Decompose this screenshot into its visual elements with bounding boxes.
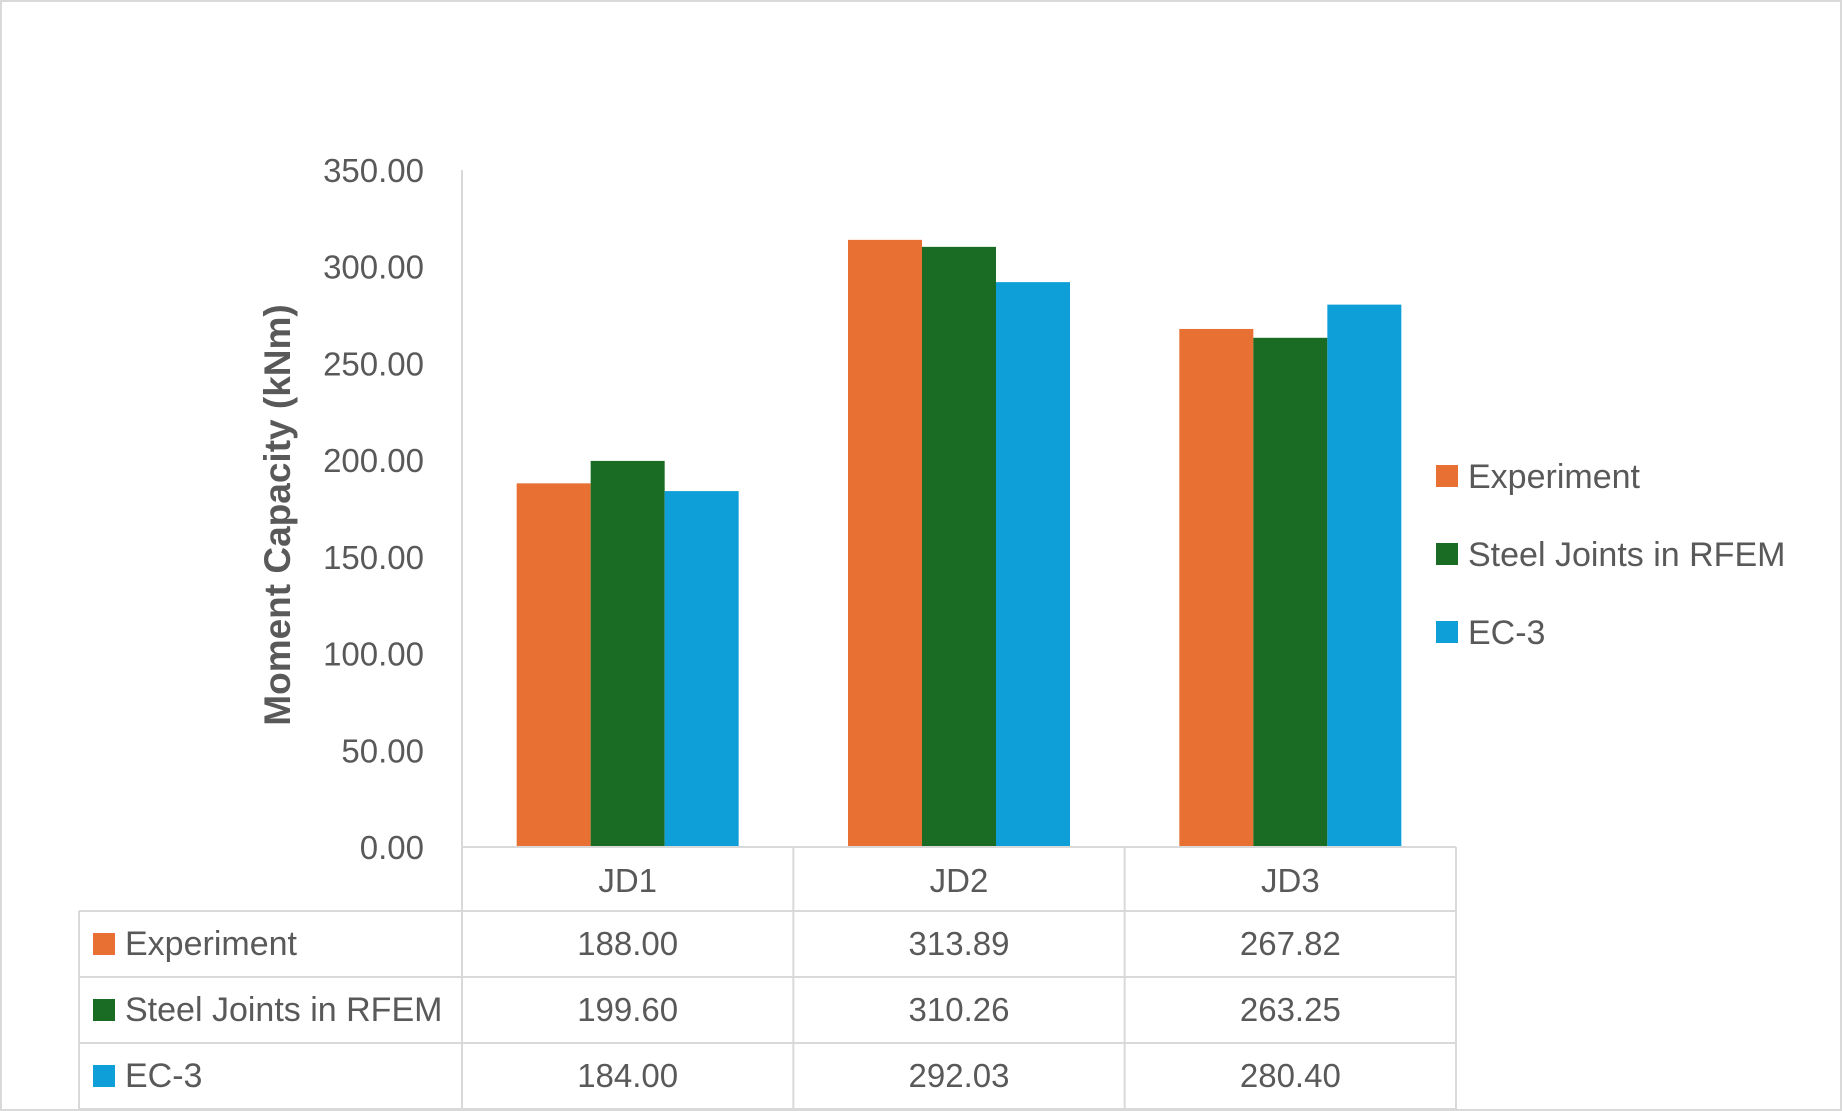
table-value: 310.26 bbox=[909, 991, 1010, 1028]
bar bbox=[996, 282, 1070, 847]
x-category-label: JD1 bbox=[598, 862, 657, 899]
bar bbox=[1327, 304, 1402, 847]
table-series-label: EC-3 bbox=[125, 1057, 202, 1095]
y-tick-label: 250.00 bbox=[323, 345, 424, 382]
y-tick-label: 150.00 bbox=[323, 539, 424, 576]
y-axis-title: Moment Capacity (kNm) bbox=[257, 304, 298, 725]
legend-swatch bbox=[1436, 621, 1458, 643]
y-tick-label: 200.00 bbox=[323, 442, 424, 479]
y-tick-label: 300.00 bbox=[323, 249, 424, 286]
bars bbox=[516, 239, 1402, 848]
legend: Experiment Steel Joints in RFEM EC-3 bbox=[1436, 458, 1785, 652]
y-axis: 0.00 50.00 100.00 150.00 200.00 250.00 300.00 3… bbox=[323, 152, 463, 866]
y-tick-label: 350.00 bbox=[323, 152, 424, 189]
bar bbox=[922, 246, 996, 847]
data-table: JD1 JD2 JD3 Experiment 188.00 313.89 267.82 Ste… bbox=[78, 846, 1457, 1110]
bar bbox=[516, 483, 591, 847]
bar bbox=[664, 491, 739, 847]
bar bbox=[1179, 328, 1254, 847]
legend-swatch bbox=[1436, 543, 1458, 565]
x-category-label: JD2 bbox=[930, 862, 989, 899]
legend-label: Steel Joints in RFEM bbox=[1468, 536, 1785, 574]
y-tick-label: 100.00 bbox=[323, 636, 424, 673]
table-value: 188.00 bbox=[577, 925, 678, 962]
table-series-label: Experiment bbox=[125, 925, 298, 963]
legend-label: EC-3 bbox=[1468, 614, 1545, 652]
bar bbox=[590, 460, 665, 847]
table-value: 184.00 bbox=[577, 1057, 678, 1094]
x-category-label: JD3 bbox=[1261, 862, 1320, 899]
table-value: 280.40 bbox=[1240, 1057, 1341, 1094]
table-legend-swatch bbox=[93, 933, 115, 955]
y-tick-label: 0.00 bbox=[360, 829, 424, 866]
table-value: 199.60 bbox=[577, 991, 678, 1028]
legend-swatch bbox=[1436, 465, 1458, 487]
table-legend-swatch bbox=[93, 1065, 115, 1087]
bar bbox=[848, 239, 922, 848]
legend-label: Experiment bbox=[1468, 458, 1641, 496]
bar bbox=[1253, 337, 1328, 847]
table-series-label: Steel Joints in RFEM bbox=[125, 991, 442, 1029]
table-value: 292.03 bbox=[909, 1057, 1010, 1094]
table-value: 263.25 bbox=[1240, 991, 1341, 1028]
table-value: 313.89 bbox=[909, 925, 1010, 962]
table-legend-swatch bbox=[93, 999, 115, 1021]
table-value: 267.82 bbox=[1240, 925, 1341, 962]
y-tick-label: 50.00 bbox=[341, 732, 424, 769]
